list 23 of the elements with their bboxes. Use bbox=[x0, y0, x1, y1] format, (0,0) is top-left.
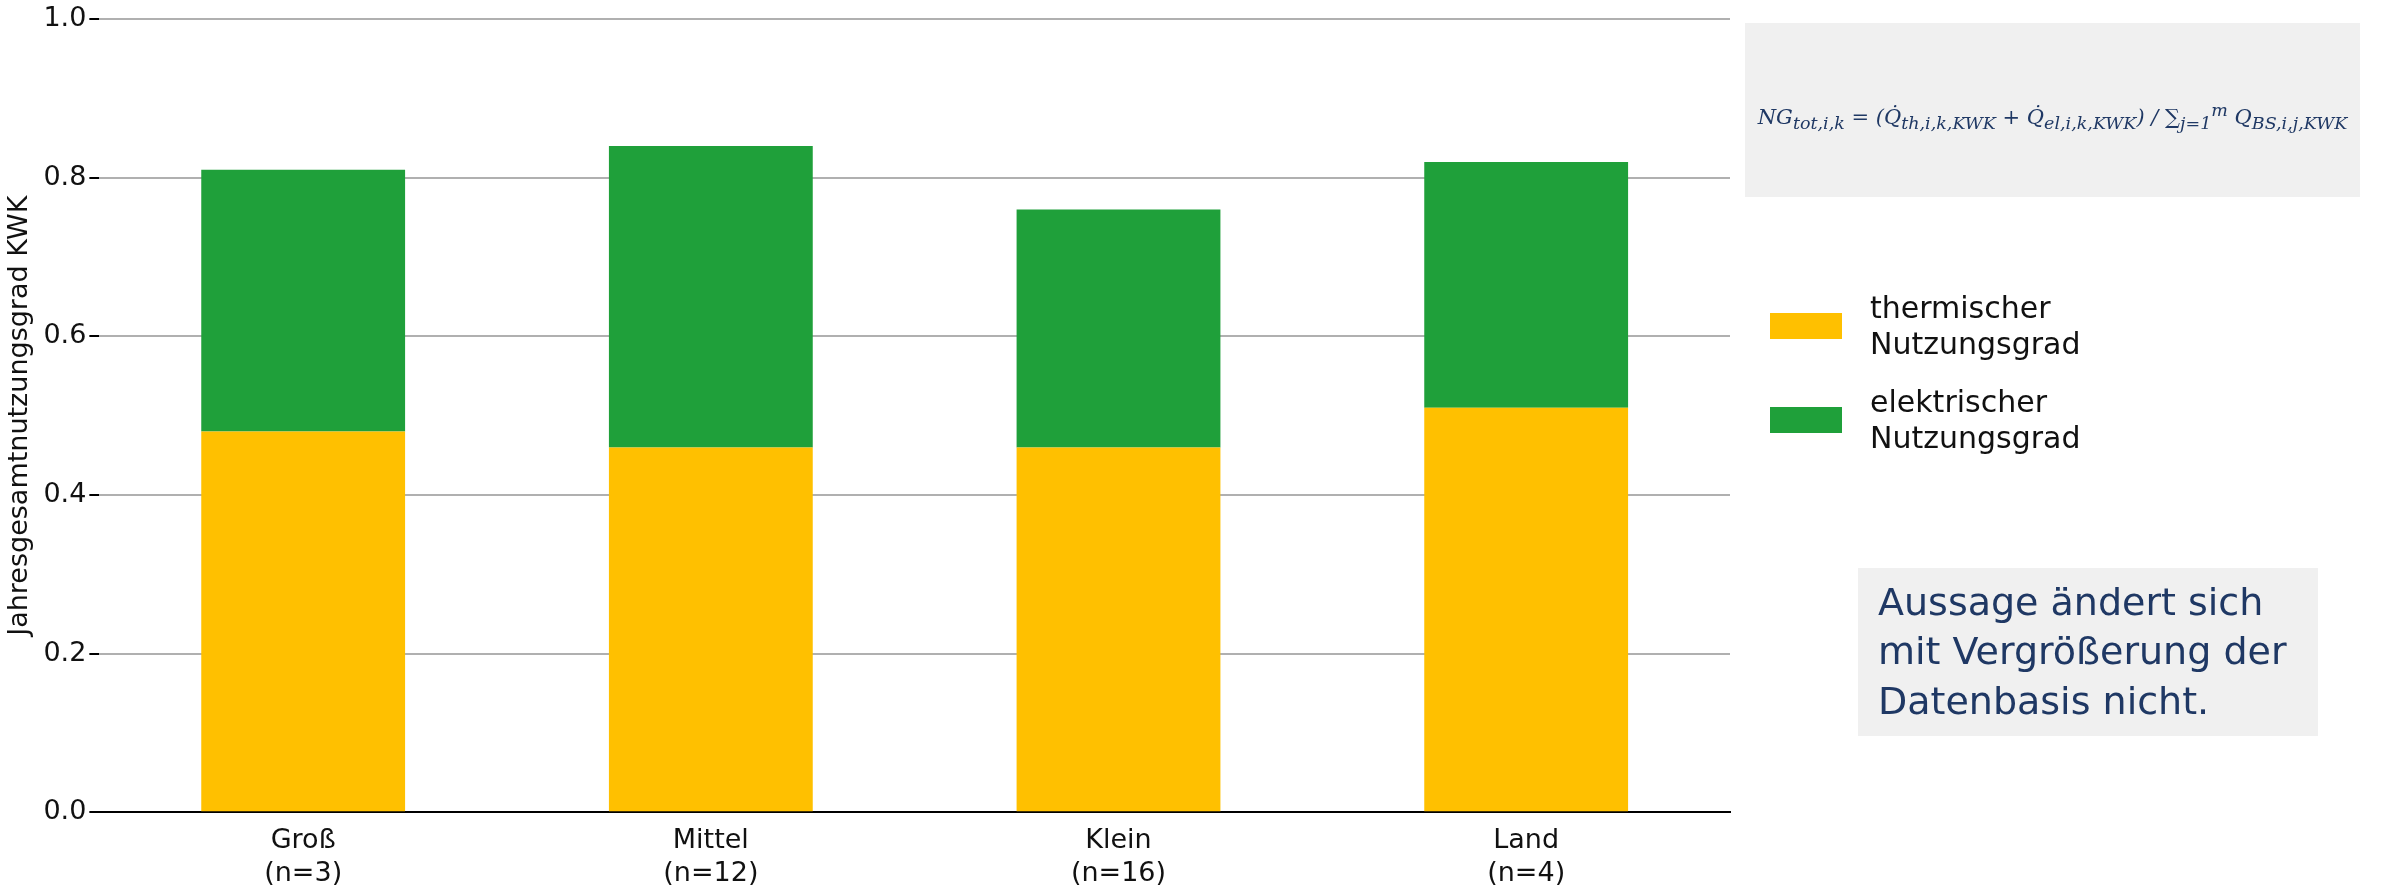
x-tick-label: Mittel (n=12) bbox=[663, 823, 759, 887]
y-tick-label: 1.0 bbox=[43, 1, 87, 33]
bar bbox=[608, 447, 813, 812]
x-tick-label: Land (n=4) bbox=[1487, 823, 1566, 887]
y-tick-label: 0.2 bbox=[43, 635, 87, 667]
y-tick-label: 0.6 bbox=[43, 318, 87, 350]
formula-panel: NG$_{tot,i,k}$ = (Q̇$_{th,i,k,KWK}$ + Q̇$_{el,i,k,KWK}$) / ∑$_{j=1}$$^{m}$ Q$_{BS,i,j,KWK}$ bbox=[1745, 23, 2360, 197]
bar bbox=[201, 169, 406, 432]
bar bbox=[1424, 161, 1629, 408]
legend-label: elektrischer Nutzungsgrad bbox=[1870, 384, 2082, 456]
y-tick-label: 0.8 bbox=[43, 159, 87, 191]
bar bbox=[1424, 407, 1629, 812]
x-tick-label: Klein (n=16) bbox=[1070, 823, 1167, 887]
bar bbox=[201, 431, 406, 812]
x-tick-label: Groß (n=3) bbox=[264, 823, 343, 887]
legend-label: thermischer Nutzungsgrad bbox=[1870, 290, 2082, 362]
bar bbox=[1016, 447, 1221, 812]
bar bbox=[608, 146, 813, 448]
bar bbox=[1016, 209, 1221, 448]
y-tick-label: 0.4 bbox=[43, 477, 87, 509]
y-tick-label: 0.0 bbox=[43, 794, 87, 826]
y-axis-title: Jahresgesamtnutzungsgrad KWK bbox=[2, 194, 34, 638]
note-panel: Aussage ändert sich mit Vergrößerung der Datenbasis nicht. bbox=[1858, 568, 2318, 737]
